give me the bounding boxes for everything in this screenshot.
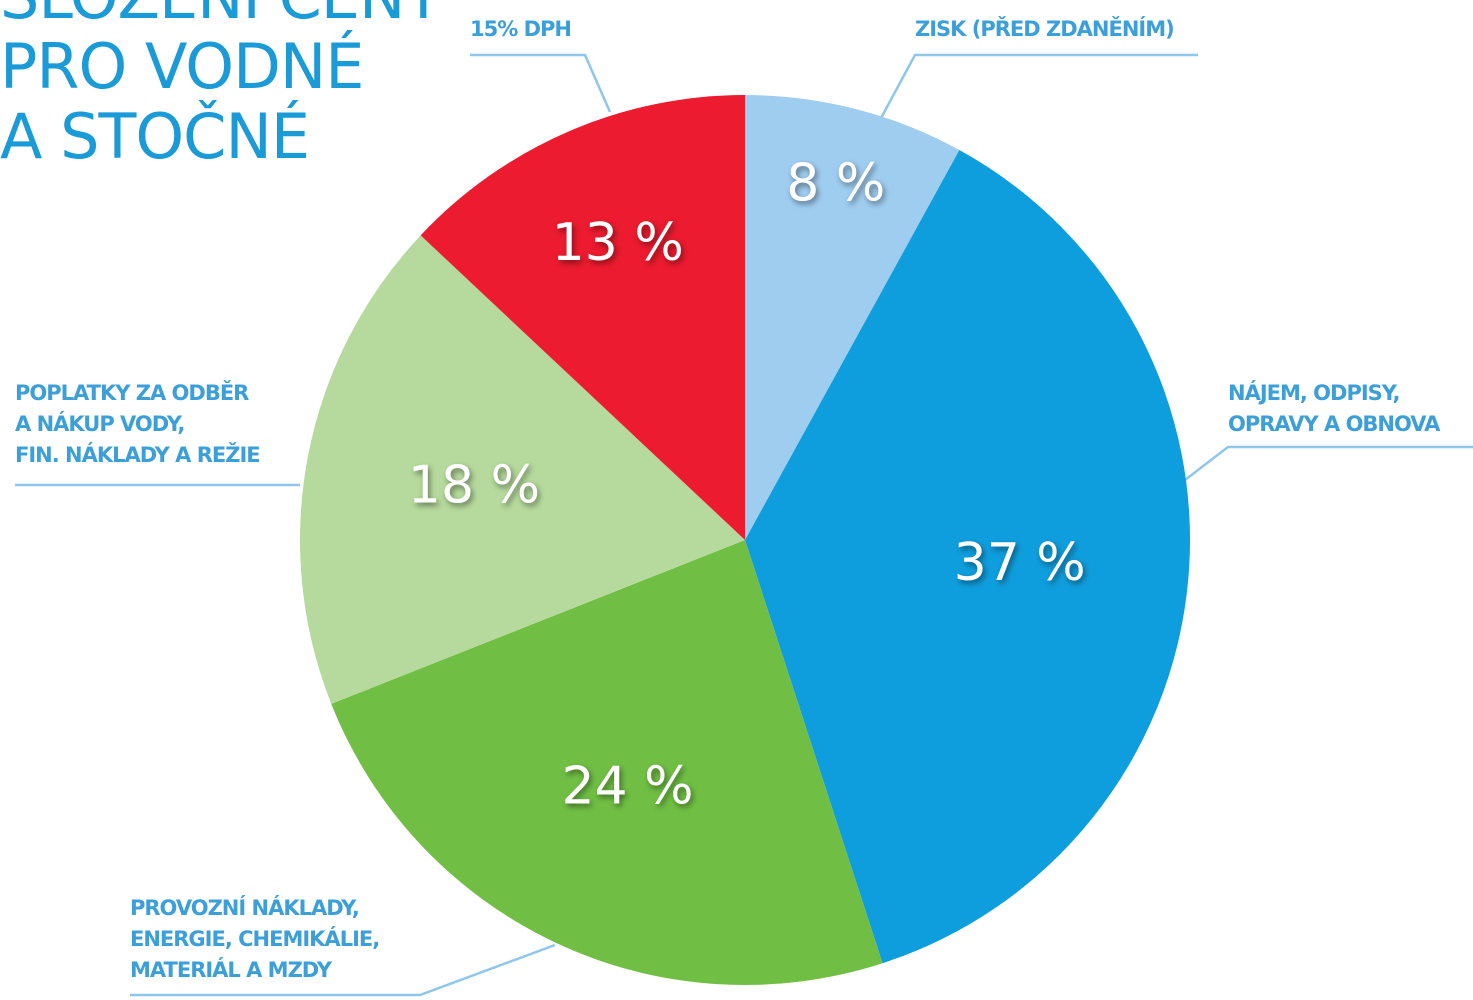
leader-line	[1184, 445, 1473, 481]
data-label: 24 %	[561, 757, 693, 817]
data-label: 13 %	[552, 213, 684, 273]
leader-line	[878, 53, 1198, 121]
pie-slice	[745, 150, 1190, 964]
data-label: 8 %	[786, 154, 885, 214]
pie	[299, 95, 1190, 985]
leaders	[15, 53, 1473, 997]
category-label: NÁJEM, ODPISY, OPRAVY A OBNOVA	[1228, 381, 1440, 436]
leader-line	[470, 53, 612, 113]
category-label: ZISK (PŘED ZDANĚNÍM)	[915, 17, 1175, 41]
pie-slice	[331, 540, 883, 985]
chart-title: SLOŽENÍ CENY PRO VODNÉ A STOČNÉ	[0, 0, 442, 173]
data-label: 37 %	[954, 533, 1086, 593]
data-label: 18 %	[408, 455, 540, 515]
category-label: PROVOZNÍ NÁKLADY, ENERGIE, CHEMIKÁLIE, M…	[130, 896, 380, 982]
category-label: 15% DPH	[470, 17, 572, 41]
pie-slice	[420, 95, 745, 540]
pie-slice	[299, 235, 745, 704]
pie-slice	[745, 95, 960, 540]
category-label: POPLATKY ZA ODBĚR A NÁKUP VODY, FIN. NÁK…	[15, 381, 261, 467]
leader-line	[130, 943, 556, 997]
